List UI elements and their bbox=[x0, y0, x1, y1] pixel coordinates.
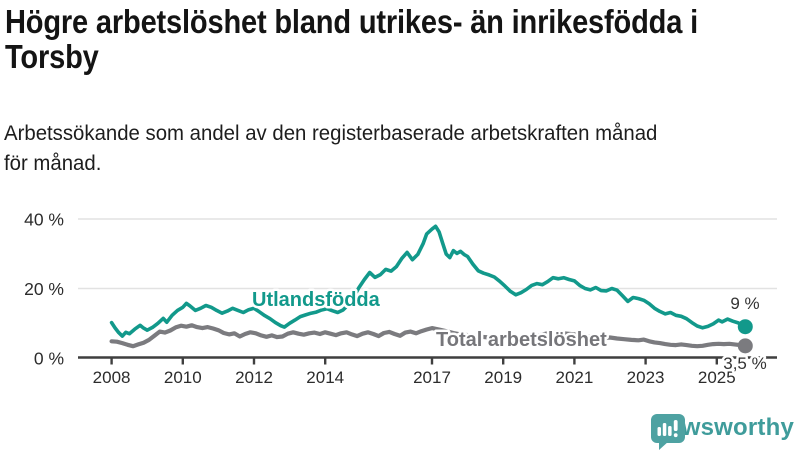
series-label-total-arbetsloshet: Total arbetslöshet bbox=[436, 329, 607, 351]
series-end-dots bbox=[737, 319, 753, 354]
chart-subtitle: Arbetssökande som andel av den registerb… bbox=[4, 119, 800, 179]
x-tick-label-2008: 2008 bbox=[93, 368, 131, 387]
end-value-label-total: 3,5 % bbox=[723, 354, 766, 373]
x-axis: 2008 2010 2012 2014 2017 2019 2021 2023 2025 bbox=[78, 356, 777, 387]
series-line-total-arbetsl-shet bbox=[109, 323, 748, 349]
y-tick-label-0: 0 % bbox=[34, 349, 64, 369]
y-tick-label-20: 20 % bbox=[24, 279, 64, 299]
x-tick-label-2017: 2017 bbox=[413, 368, 451, 387]
x-tick-label-2010: 2010 bbox=[164, 368, 202, 387]
end-dot-utlandsf-dda bbox=[737, 319, 753, 335]
bar-chart-speech-bubble-icon bbox=[650, 414, 685, 450]
subtitle-line-1: Arbetssökande som andel av den registerb… bbox=[4, 122, 658, 145]
y-tick-label-40: 40 % bbox=[24, 210, 64, 230]
x-tick-label-2019: 2019 bbox=[484, 368, 522, 387]
title-line-2: Torsby bbox=[5, 38, 99, 75]
x-tick-label-2021: 2021 bbox=[555, 368, 593, 387]
x-tick-label-2014: 2014 bbox=[306, 368, 344, 387]
title-line-1: Högre arbetslöshet bland utrikes- än inr… bbox=[5, 3, 698, 40]
series-lines bbox=[109, 224, 748, 349]
series-line-utlandsf-dda bbox=[109, 224, 748, 338]
end-value-label-utlandsfodda: 9 % bbox=[730, 294, 759, 313]
subtitle-line-2: för månad. bbox=[4, 152, 102, 175]
x-tick-label-2025: 2025 bbox=[698, 368, 736, 387]
series-label-utlandsfodda: Utlandsfödda bbox=[252, 289, 381, 311]
page-title: Högre arbetslöshet bland utrikes- än inr… bbox=[5, 4, 800, 74]
end-dot-total-arbetsl-shet bbox=[737, 338, 753, 354]
gridlines: 0 % 20 % 40 % bbox=[24, 210, 777, 369]
newsworthy-logo[interactable]: Newsworthy bbox=[650, 414, 794, 450]
x-tick-label-2023: 2023 bbox=[627, 368, 665, 387]
x-tick-label-2012: 2012 bbox=[235, 368, 273, 387]
